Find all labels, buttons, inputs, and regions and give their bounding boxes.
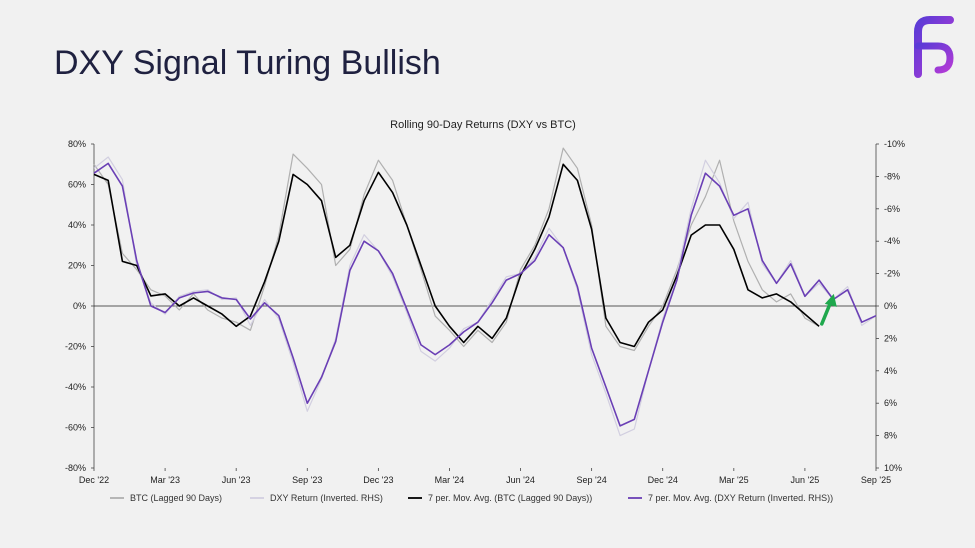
slide-title: DXY Signal Turing Bullish: [54, 44, 441, 82]
x-tick-label: Jun '25: [791, 475, 820, 485]
left-tick-label: 20%: [68, 261, 86, 271]
left-tick-label: 0%: [73, 301, 86, 311]
legend-label-3: 7 per. Mov. Avg. (BTC (Lagged 90 Days)): [428, 493, 592, 503]
right-tick-label: 0%: [884, 301, 897, 311]
left-tick-label: 60%: [68, 180, 86, 190]
green-arrow-icon: [820, 293, 837, 326]
right-tick-label: 4%: [884, 366, 897, 376]
legend-label-4: 7 per. Mov. Avg. (DXY Return (Inverted. …: [648, 493, 833, 503]
left-tick-label: 80%: [68, 139, 86, 149]
left-tick-label: -60%: [65, 423, 86, 433]
x-tick-label: Dec '22: [79, 475, 109, 485]
x-tick-label: Sep '24: [577, 475, 607, 485]
left-tick-label: -20%: [65, 342, 86, 352]
x-tick-label: Jun '23: [222, 475, 251, 485]
left-tick-label: 40%: [68, 220, 86, 230]
x-tick-label: Dec '24: [648, 475, 678, 485]
series-line-3: [93, 163, 820, 348]
x-tick-label: Sep '25: [861, 475, 891, 485]
x-tick-label: Mar '23: [150, 475, 180, 485]
right-tick-label: -4%: [884, 236, 900, 246]
left-tick-label: -80%: [65, 463, 86, 473]
right-tick-label: 8%: [884, 431, 897, 441]
chart-title: Rolling 90-Day Returns (DXY vs BTC): [390, 119, 576, 131]
x-tick-label: Jun '24: [506, 475, 535, 485]
x-tick-label: Mar '24: [435, 475, 465, 485]
right-tick-label: -2%: [884, 269, 900, 279]
fs-logo-icon: [914, 16, 954, 78]
series-line-4: [93, 162, 877, 427]
right-tick-label: -8%: [884, 171, 900, 181]
right-tick-label: 2%: [884, 333, 897, 343]
series-line-2: [93, 156, 877, 437]
right-tick-label: 6%: [884, 398, 897, 408]
x-tick-label: Sep '23: [292, 475, 322, 485]
right-tick-label: -6%: [884, 204, 900, 214]
x-tick-label: Mar '25: [719, 475, 749, 485]
legend-label-2: DXY Return (Inverted. RHS): [270, 493, 383, 503]
x-tick-label: Dec '23: [363, 475, 393, 485]
legend-label-1: BTC (Lagged 90 Days): [130, 493, 222, 503]
right-tick-label: 10%: [884, 463, 902, 473]
left-tick-label: -40%: [65, 382, 86, 392]
right-tick-label: -10%: [884, 139, 905, 149]
